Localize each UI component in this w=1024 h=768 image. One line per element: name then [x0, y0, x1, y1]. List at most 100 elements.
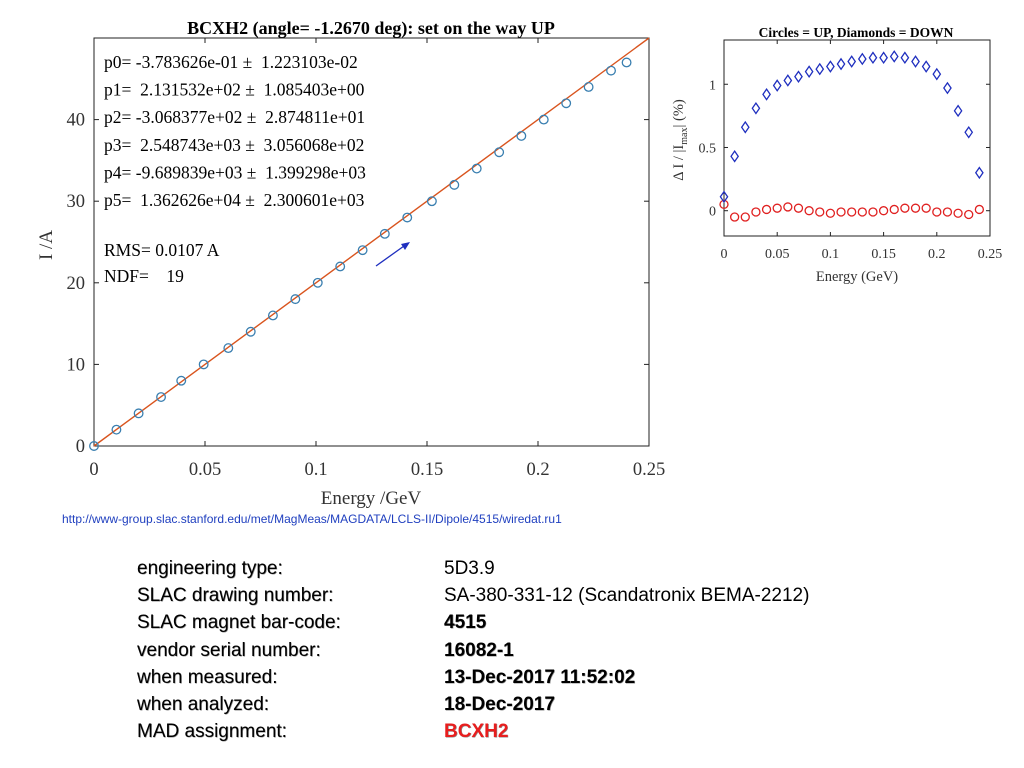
down-point — [751, 101, 761, 115]
up-point — [783, 202, 793, 212]
data-point — [494, 147, 505, 158]
main-x-tick-label: 0.1 — [304, 460, 327, 480]
up-point — [825, 208, 836, 218]
main-y-axis-label: I /A — [36, 230, 57, 260]
down-point — [772, 79, 782, 92]
data-point — [335, 261, 346, 272]
main-x-tick-label: 0.15 — [411, 460, 443, 480]
inset-x-tick-label: 0.2 — [928, 247, 946, 262]
fit-param-line: p2= -3.068377e+02 ± 2.874811e+01 — [104, 107, 365, 127]
down-point — [836, 57, 846, 71]
direction-arrow — [375, 242, 410, 267]
data-point — [198, 359, 209, 370]
info-label: when measured: — [137, 666, 278, 688]
up-point — [932, 207, 942, 217]
up-point — [921, 203, 931, 213]
main-y-tick-label: 20 — [67, 274, 86, 294]
inset-y-tick-label: 0.5 — [699, 141, 717, 156]
data-point — [176, 375, 187, 386]
info-label: vendor serial number: — [137, 639, 321, 661]
data-point — [538, 114, 549, 125]
inset-x-tick-label: 0.25 — [978, 247, 1003, 262]
down-point — [974, 166, 984, 180]
up-point — [719, 199, 729, 210]
data-point — [516, 130, 527, 141]
data-point — [267, 310, 278, 321]
up-point — [815, 207, 825, 217]
down-point — [730, 149, 740, 163]
up-point — [793, 203, 804, 213]
down-point — [889, 50, 899, 63]
main-x-tick-label: 0.05 — [189, 460, 221, 480]
info-value: 5D3.9 — [444, 558, 495, 579]
main-y-tick-label: 30 — [67, 192, 86, 212]
data-point — [449, 179, 460, 190]
up-point — [974, 204, 985, 215]
rms-label: RMS= 0.0107 A — [104, 240, 220, 260]
fit-param-line: p1= 2.131532e+02 ± 1.085403e+00 — [104, 80, 365, 100]
fit-line — [93, 37, 650, 447]
info-value: BCXH2 — [444, 721, 509, 743]
data-point — [357, 245, 368, 256]
inset-x-tick-label: 0.1 — [822, 247, 840, 262]
up-point — [847, 207, 857, 217]
down-point — [943, 81, 952, 95]
data-point — [606, 65, 616, 76]
down-point — [826, 60, 835, 73]
fit-param-line: p5= 1.362626e+04 ± 2.300601e+03 — [104, 190, 365, 210]
down-point — [804, 65, 814, 78]
info-label: engineering type: — [137, 558, 283, 579]
up-point — [964, 209, 974, 220]
up-point — [751, 207, 761, 217]
fit-param-line: p4= -9.689839e+03 ± 1.399298e+03 — [104, 162, 366, 182]
ndf-label: NDF= 19 — [104, 266, 184, 286]
up-point — [804, 206, 814, 216]
source-url-link[interactable]: http://www-group.slac.stanford.edu/met/M… — [62, 512, 562, 526]
info-label: MAD assignment: — [137, 721, 287, 743]
main-y-tick-label: 40 — [67, 111, 86, 131]
data-point — [621, 57, 632, 68]
up-point — [772, 203, 782, 213]
main-x-tick-label: 0 — [89, 460, 98, 480]
inset-x-axis-label: Energy (GeV) — [816, 269, 898, 285]
inset-chart-title: Circles = UP, Diamonds = DOWN — [759, 25, 954, 40]
fit-param-line: p0= -3.783626e-01 ± 1.223103e-02 — [104, 52, 358, 72]
data-point — [156, 392, 166, 402]
info-value: 4515 — [444, 612, 487, 634]
inset-y-tick-label: 0 — [709, 205, 716, 220]
inset-plot-frame — [723, 39, 991, 237]
info-label: when analyzed: — [137, 693, 270, 715]
up-point — [910, 203, 921, 213]
main-plot-frame — [93, 37, 650, 447]
down-point — [879, 51, 888, 65]
up-point — [878, 206, 889, 216]
up-point — [740, 212, 750, 222]
down-point — [815, 62, 825, 76]
data-point — [245, 326, 256, 337]
down-point — [847, 55, 857, 68]
data-point — [426, 196, 437, 207]
down-point — [932, 67, 942, 81]
up-point — [857, 207, 867, 217]
down-point — [868, 51, 878, 65]
main-x-axis-label: Energy /GeV — [321, 488, 422, 509]
down-point — [794, 70, 803, 84]
down-point — [719, 190, 729, 204]
up-point — [836, 207, 846, 217]
up-point — [868, 207, 878, 217]
inset-x-tick-label: 0.15 — [871, 247, 896, 262]
info-value: 18-Dec-2017 — [444, 693, 555, 715]
main-x-tick-label: 0.2 — [526, 460, 549, 480]
data-point — [312, 277, 323, 288]
inset-y-tick-label: 1 — [709, 78, 716, 93]
main-y-tick-label: 10 — [67, 355, 86, 375]
up-point — [942, 207, 953, 217]
info-label: SLAC drawing number: — [137, 585, 334, 607]
data-point — [471, 163, 482, 174]
data-point — [223, 343, 234, 354]
down-point — [964, 125, 974, 139]
info-label: SLAC magnet bar-code: — [137, 612, 341, 634]
data-point — [379, 228, 390, 239]
